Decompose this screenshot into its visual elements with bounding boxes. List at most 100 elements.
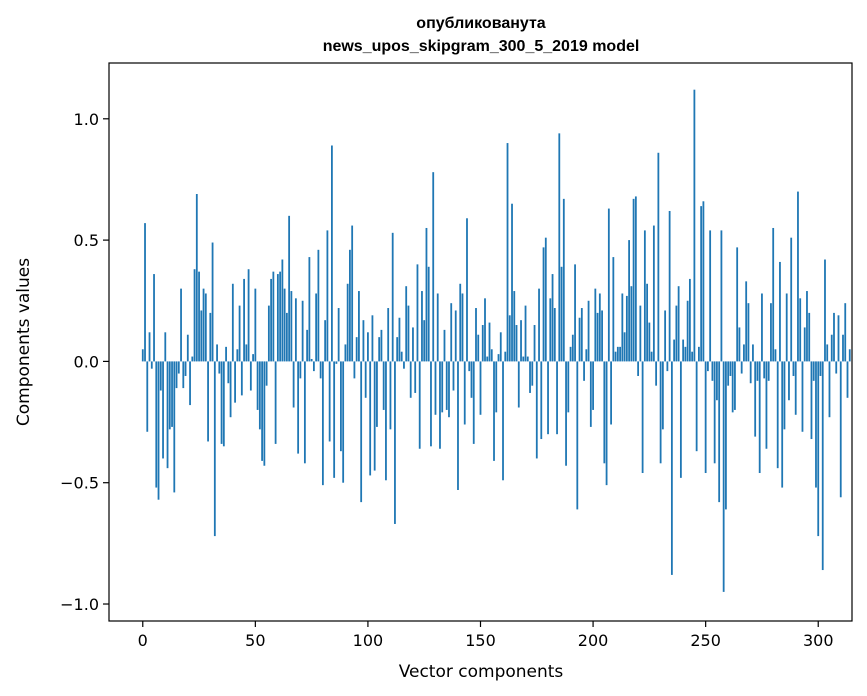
- bar-105: [378, 337, 381, 362]
- bar-188: [565, 361, 567, 466]
- bar-116: [403, 361, 405, 369]
- bar-202: [596, 312, 599, 362]
- bar-262: [731, 361, 734, 413]
- bar-8: [159, 361, 162, 391]
- bar-4: [150, 361, 153, 369]
- bar-121: [414, 361, 417, 393]
- bar-162: [506, 143, 509, 362]
- bar-228: [655, 361, 658, 386]
- bar-293: [801, 361, 804, 432]
- y-axis-label: Components values: [14, 258, 34, 426]
- bar-28: [204, 293, 207, 362]
- x-tick-label-4: 200: [578, 631, 609, 650]
- bar-205: [603, 361, 606, 464]
- bar-159: [499, 332, 502, 362]
- bar-1: [144, 223, 146, 362]
- bar-77: [315, 293, 318, 362]
- bar-54: [263, 361, 266, 466]
- bar-118: [407, 305, 410, 362]
- bar-171: [526, 356, 529, 362]
- bar-163: [508, 315, 511, 362]
- bar-307: [833, 312, 835, 362]
- bar-91: [346, 283, 349, 362]
- bar-280: [772, 227, 775, 362]
- bar-132: [439, 361, 441, 449]
- bar-246: [695, 361, 698, 452]
- bar-285: [783, 361, 786, 430]
- bar-271: [752, 344, 754, 362]
- bar-58: [272, 271, 275, 362]
- bar-203: [598, 293, 601, 362]
- bar-145: [468, 361, 471, 372]
- bar-141: [459, 283, 462, 362]
- bar-281: [774, 349, 777, 362]
- bar-301: [819, 361, 822, 376]
- bar-216: [628, 240, 630, 362]
- bar-277: [765, 361, 768, 449]
- bar-234: [668, 210, 671, 362]
- bar-219: [634, 196, 637, 362]
- bar-236: [673, 339, 676, 362]
- bar-170: [524, 305, 527, 362]
- bar-195: [580, 308, 583, 362]
- bar-32: [213, 361, 216, 537]
- x-tick-label-2: 100: [353, 631, 384, 650]
- bar-154: [488, 322, 491, 362]
- bar-70: [299, 361, 302, 379]
- bar-177: [540, 361, 543, 440]
- bar-95: [355, 337, 358, 362]
- bar-100: [367, 332, 369, 362]
- bar-148: [475, 308, 477, 362]
- bar-311: [842, 334, 844, 362]
- bar-5: [153, 274, 155, 362]
- bar-212: [619, 346, 621, 362]
- bar-29: [207, 361, 209, 442]
- bar-241: [684, 346, 687, 362]
- bar-35: [220, 361, 223, 444]
- x-tick-label-3: 150: [465, 631, 496, 650]
- bar-166: [515, 325, 518, 362]
- bar-267: [743, 344, 745, 362]
- bar-292: [799, 298, 802, 362]
- bar-19: [184, 361, 187, 376]
- bar-204: [601, 310, 603, 362]
- bar-36: [222, 361, 225, 447]
- bar-120: [412, 327, 414, 362]
- bar-208: [610, 361, 612, 425]
- bar-251: [707, 361, 709, 372]
- bar-147: [472, 361, 475, 444]
- bar-289: [792, 361, 795, 376]
- bar-6: [155, 361, 158, 488]
- bar-256: [718, 361, 721, 503]
- bar-179: [544, 237, 547, 362]
- bar-13: [171, 361, 173, 427]
- bar-279: [770, 303, 772, 362]
- bar-152: [484, 298, 486, 362]
- bar-119: [409, 361, 412, 398]
- bar-11: [166, 361, 169, 469]
- bar-3: [148, 332, 151, 362]
- bar-237: [675, 305, 678, 362]
- bar-76: [312, 361, 315, 372]
- bar-15: [175, 361, 178, 389]
- bar-21: [189, 361, 191, 406]
- bar-213: [621, 293, 624, 362]
- bar-140: [457, 361, 459, 490]
- plot-frame: [108, 62, 853, 622]
- bar-125: [423, 320, 426, 362]
- bar-165: [513, 291, 516, 362]
- bar-233: [666, 361, 669, 372]
- bar-176: [538, 288, 540, 362]
- x-tick-label-0: 0: [138, 631, 148, 650]
- bar-138: [452, 361, 455, 391]
- bar-270: [749, 361, 752, 384]
- bar-196: [583, 361, 585, 381]
- bar-174: [533, 325, 536, 362]
- bar-73: [306, 329, 309, 362]
- bar-30: [209, 312, 212, 362]
- bar-249: [702, 201, 705, 362]
- bar-67: [292, 361, 295, 408]
- bar-103: [373, 361, 376, 471]
- bar-242: [686, 300, 689, 362]
- bar-305: [828, 361, 831, 418]
